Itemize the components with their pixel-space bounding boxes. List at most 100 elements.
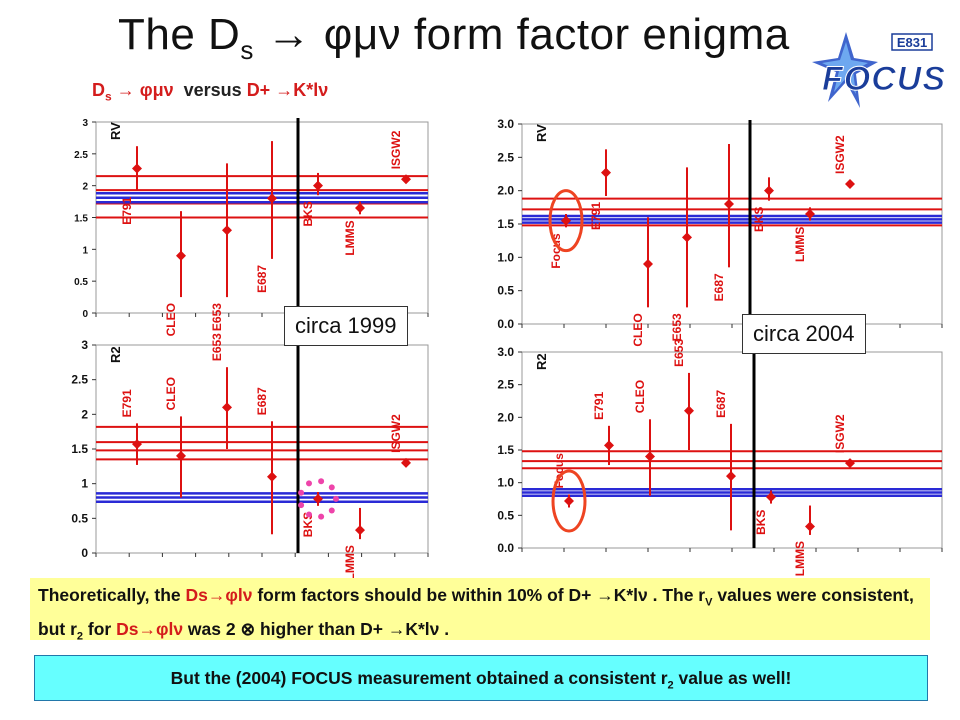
chart-rv-2004: 0.0 0.5 1.0 1.5 2.0 2.5 3.0 RV Focus E791 CLEO E653…: [497, 117, 943, 347]
point-label: LMMS: [343, 220, 357, 255]
data-point: [564, 495, 574, 506]
point-label: CLEO: [633, 380, 647, 413]
y-tick-label: 0: [81, 546, 88, 560]
y-tick-label: 2.0: [497, 184, 514, 198]
callout-circa-1999: circa 1999: [284, 306, 408, 346]
data-point: [401, 174, 411, 185]
data-point: [805, 209, 815, 219]
data-point: [355, 525, 365, 536]
data-point: [764, 185, 774, 196]
y-tick-label: 2.5: [74, 150, 88, 161]
data-point: [845, 458, 855, 469]
point-label: BKS: [752, 207, 766, 232]
point-label: E791: [592, 391, 606, 419]
point-label: BKS: [301, 201, 315, 226]
y-tick-label: 3: [82, 118, 88, 129]
point-label: ISGW2: [389, 414, 403, 453]
data-point: [132, 163, 142, 174]
chart-r2-1999: 0 0.5 1 1.5 2 2.5 3 R2 E791 CLEO E653 E687 BKS LMMS IS…: [71, 333, 429, 580]
y-tick-label: 3.0: [497, 117, 514, 131]
data-point: [805, 521, 815, 532]
data-point: [724, 199, 734, 209]
point-label: E687: [714, 390, 728, 418]
point-label: E791: [120, 389, 134, 417]
y-tick-label: 2.5: [497, 378, 514, 392]
bks-dot: [298, 502, 305, 509]
point-label: Focus: [549, 233, 563, 269]
bks-dot: [328, 507, 335, 514]
point-label: Focus: [552, 453, 566, 489]
point-label: LMMS: [343, 545, 357, 580]
axis-label: RV: [534, 124, 549, 142]
data-point: [604, 440, 614, 451]
data-point: [601, 167, 611, 178]
page-title: The Ds → φμν form factor enigma: [118, 10, 790, 65]
point-label: BKS: [301, 512, 315, 537]
focus-note: But the (2004) FOCUS measurement obtaine…: [34, 655, 928, 701]
data-point: [401, 457, 411, 468]
data-point: [682, 232, 692, 243]
logo-name: FOCUS: [822, 60, 946, 98]
data-point: [176, 450, 186, 461]
y-tick-label: 0.0: [497, 541, 514, 555]
star-burst-icon: [812, 32, 878, 108]
chart-rv-1999: 0 0.5 1 1.5 2 2.5 3 RV E791 CLEO E653 E687 BKS LMMS IS…: [74, 118, 429, 336]
y-tick-label: 1.5: [74, 214, 88, 225]
y-tick-label: 2: [82, 182, 88, 193]
data-point: [766, 492, 776, 503]
bks-dot: [306, 511, 312, 518]
theory-note: Theoretically, the Ds→φlν form factors s…: [30, 578, 930, 642]
point-label: LMMS: [793, 227, 807, 262]
data-point: [222, 402, 232, 413]
y-tick-label: 0.5: [497, 508, 514, 522]
y-tick-label: 0.5: [71, 511, 88, 525]
data-point: [267, 193, 277, 204]
axis-label: RV: [108, 122, 123, 140]
axis-label: R2: [108, 346, 123, 363]
chart-r2-2004: 0.0 0.5 1.0 1.5 2.0 2.5 3.0 R2 Focus E791 CLEO E653…: [497, 339, 943, 576]
y-tick-label: 1.5: [497, 443, 514, 457]
point-label: CLEO: [164, 377, 178, 410]
y-tick-label: 0.5: [74, 277, 88, 288]
data-point: [643, 259, 653, 269]
data-point: [726, 471, 736, 482]
logo-tag: E831: [897, 35, 927, 50]
y-tick-label: 2.5: [497, 150, 514, 164]
plot-area: [95, 344, 429, 554]
point-label: E687: [255, 387, 269, 415]
y-tick-label: 1.0: [497, 476, 514, 490]
point-label: E653: [670, 313, 684, 341]
data-point: [132, 439, 142, 450]
y-tick-label: 1.5: [497, 217, 514, 231]
bks-dot: [333, 495, 339, 502]
y-tick-label: 1: [82, 245, 88, 256]
focus-logo: E831 FOCUS: [812, 32, 946, 108]
data-point: [313, 180, 323, 191]
focus-highlight-circle: [548, 189, 584, 253]
data-point: [561, 215, 571, 226]
point-label: BKS: [754, 510, 768, 535]
data-point: [313, 493, 323, 504]
point-label: E653: [210, 303, 224, 331]
y-tick-label: 1: [81, 477, 88, 491]
data-point: [684, 405, 694, 416]
point-label: E653: [672, 339, 686, 367]
point-label: LMMS: [793, 541, 807, 576]
focus-highlight-circle: [551, 469, 587, 533]
bks-dot: [318, 513, 325, 520]
point-label: CLEO: [631, 313, 645, 346]
y-tick-label: 2: [81, 407, 88, 421]
data-point: [645, 451, 655, 462]
bks-dot: [306, 480, 312, 487]
bks-dot: [318, 478, 325, 485]
axis-label: R2: [534, 353, 549, 370]
point-label: ISGW2: [833, 414, 847, 453]
y-tick-label: 3: [81, 338, 88, 352]
point-label: E687: [255, 265, 269, 293]
y-tick-label: 0: [82, 309, 88, 320]
y-tick-label: 0.5: [497, 284, 514, 298]
y-tick-label: 2.5: [71, 373, 88, 387]
plot-area: [521, 123, 943, 325]
subtitle: Ds → φμν versus D+ →K*lν: [92, 80, 329, 104]
data-point: [355, 202, 365, 213]
